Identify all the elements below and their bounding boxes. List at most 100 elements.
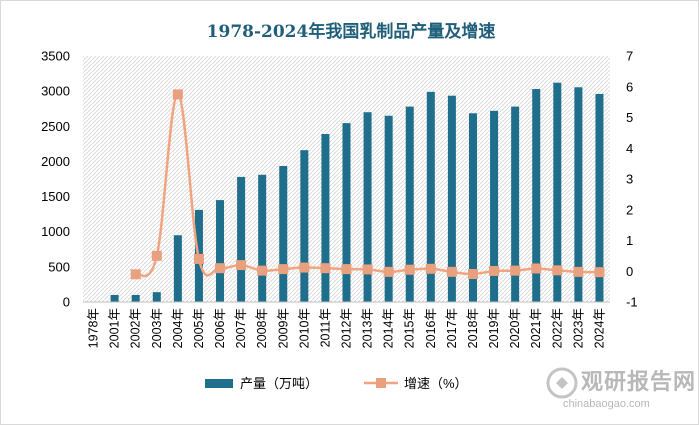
- x-tick-label: 2008年: [255, 308, 269, 348]
- bar: [447, 95, 456, 302]
- x-tick-label: 2024年: [592, 308, 606, 348]
- bar: [300, 150, 309, 302]
- line-point: [552, 265, 563, 276]
- legend-line-label: 增速（%）: [404, 376, 468, 391]
- line-point: [341, 264, 352, 275]
- line-point: [531, 263, 542, 274]
- watermark-logo-mark: [556, 377, 568, 389]
- y-right-tick-label: 0: [626, 264, 633, 279]
- x-tick-label: 2013年: [361, 308, 375, 348]
- y-left-tick-label: 1500: [41, 189, 70, 204]
- x-tick-label: 2007年: [234, 308, 248, 348]
- line-point: [594, 267, 605, 278]
- line-point: [299, 262, 310, 273]
- x-axis: 1978年 2001年 2002年 2003年 2004年 2005年 2006年 2007年…: [87, 308, 607, 348]
- x-tick-label: 2004年: [171, 308, 185, 348]
- bar: [553, 82, 562, 302]
- watermark-cn: 观研报告网: [581, 369, 696, 394]
- legend-bar-swatch: [205, 379, 233, 388]
- bar: [237, 176, 246, 302]
- line-series: [130, 89, 605, 280]
- legend-line-marker: [376, 378, 386, 388]
- bar: [468, 113, 477, 302]
- bar: [490, 110, 499, 302]
- bar: [173, 235, 182, 302]
- y-left-tick-label: 1000: [41, 224, 70, 239]
- line-point: [446, 266, 457, 277]
- line-point: [467, 269, 478, 280]
- chart-title: 1978-2024年我国乳制品产量及增速: [207, 21, 496, 42]
- bar: [216, 200, 225, 302]
- line-point: [320, 263, 331, 274]
- x-tick-label: 2003年: [150, 308, 164, 348]
- x-tick-label: 2015年: [403, 308, 417, 348]
- y-right-tick-label: 6: [626, 79, 633, 94]
- y-left-tick-label: 0: [63, 295, 70, 310]
- legend: 产量（万吨） 增速（%）: [205, 376, 468, 391]
- x-tick-label: 2023年: [571, 308, 585, 348]
- bar: [574, 87, 583, 302]
- y-left-tick-label: 3000: [41, 84, 70, 99]
- bar: [363, 112, 372, 302]
- x-tick-label: 2005年: [192, 308, 206, 348]
- x-tick-label: 2014年: [382, 308, 396, 348]
- watermark: 观研报告网 chinabaogao.com: [546, 367, 696, 410]
- x-tick-label: 2022年: [550, 308, 564, 348]
- line-point: [236, 260, 247, 271]
- x-tick-label: 2009年: [276, 308, 290, 348]
- y-right-tick-label: 7: [626, 49, 633, 64]
- bar: [110, 294, 119, 302]
- x-tick-label: 1978年: [87, 308, 101, 348]
- y-right-tick-label: -1: [626, 295, 638, 310]
- legend-bar-label: 产量（万吨）: [240, 376, 318, 391]
- line-point: [510, 265, 521, 276]
- line-point: [172, 89, 183, 100]
- line-point: [489, 265, 500, 276]
- y-right-tick-label: 5: [626, 110, 633, 125]
- line-point: [425, 263, 436, 274]
- left-axis: 0 500 1000 1500 2000 2500 3000 3500: [41, 49, 70, 310]
- y-left-tick-label: 3500: [41, 49, 70, 64]
- line-point: [383, 266, 394, 277]
- line-point: [404, 264, 415, 275]
- line-point: [151, 250, 162, 261]
- x-tick-label: 2010年: [297, 308, 311, 348]
- x-tick-label: 2001年: [108, 308, 122, 348]
- line-point: [257, 265, 268, 276]
- x-tick-label: 2019年: [487, 308, 501, 348]
- x-tick-label: 2011年: [318, 308, 332, 347]
- watermark-logo-icon: [546, 367, 578, 399]
- x-tick-label: 2006年: [213, 308, 227, 348]
- x-tick-label: 2016年: [424, 308, 438, 348]
- right-axis: -1 0 1 2 3 4 5 6 7: [626, 49, 638, 310]
- bar: [511, 106, 520, 302]
- bar: [342, 123, 351, 302]
- x-tick-label: 2017年: [445, 308, 459, 348]
- x-tick-label: 2018年: [466, 308, 480, 348]
- bar-series: [89, 82, 604, 303]
- y-right-tick-label: 2: [626, 202, 633, 217]
- bar: [426, 91, 435, 303]
- y-right-tick-label: 1: [626, 233, 633, 248]
- line-point: [362, 264, 373, 275]
- line-point: [130, 269, 141, 280]
- y-right-tick-label: 3: [626, 172, 633, 187]
- watermark-en: chinabaogao.com: [563, 398, 650, 410]
- bar: [131, 294, 140, 302]
- line-point: [278, 264, 289, 275]
- bar: [279, 165, 288, 302]
- x-tick-label: 2021年: [529, 308, 543, 348]
- bar: [152, 292, 161, 302]
- line-point: [215, 263, 226, 274]
- x-tick-label: 2020年: [508, 308, 522, 348]
- y-left-tick-label: 2500: [41, 119, 70, 134]
- x-tick-label: 2002年: [129, 308, 143, 348]
- bar: [595, 93, 604, 302]
- y-left-tick-label: 500: [48, 259, 70, 274]
- x-tick-label: 2012年: [340, 308, 354, 348]
- bar: [321, 134, 330, 302]
- y-right-tick-label: 4: [626, 141, 633, 156]
- bar: [405, 106, 414, 302]
- line-point: [573, 266, 584, 277]
